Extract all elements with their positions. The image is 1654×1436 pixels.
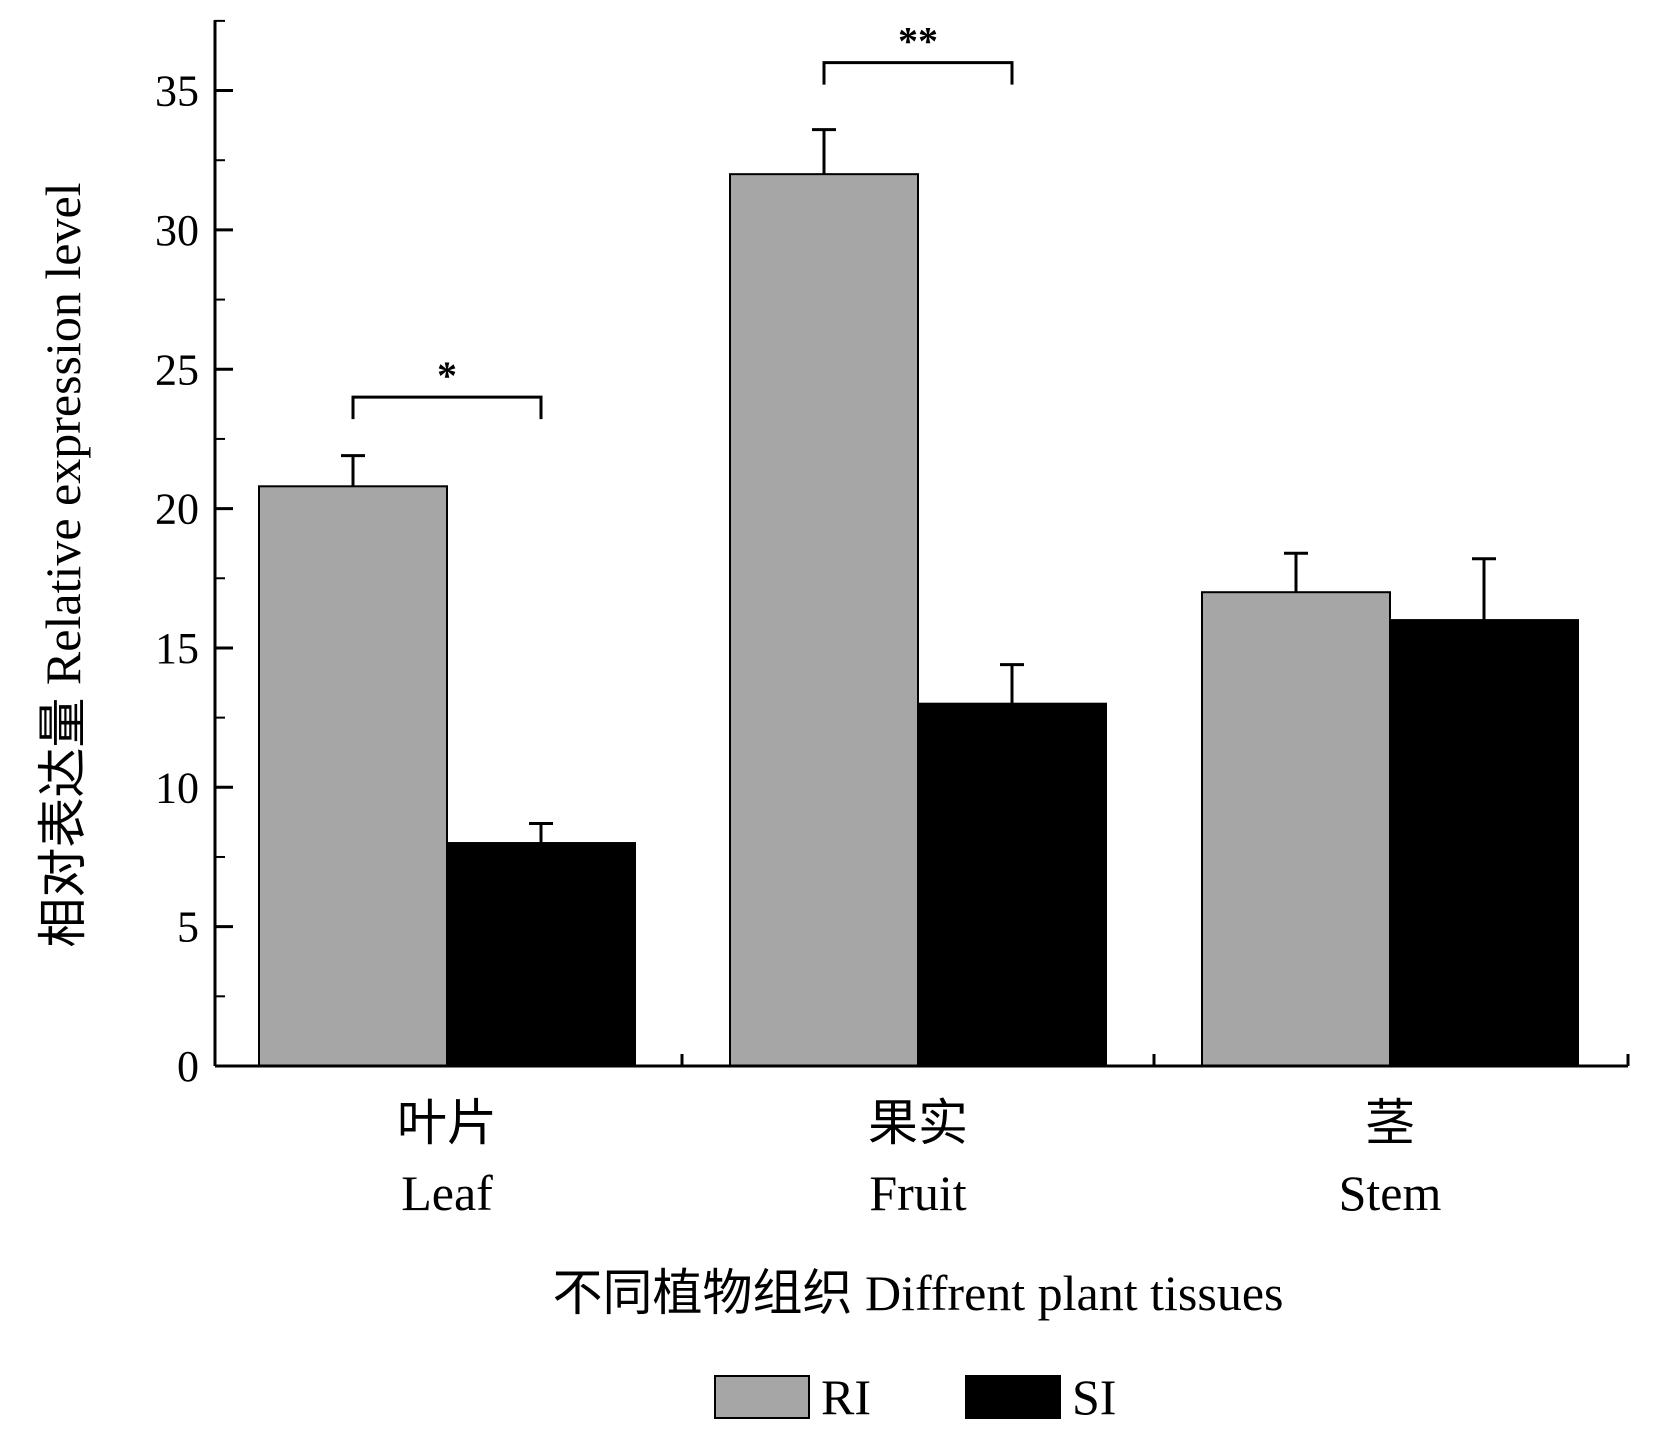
bar-si-leaf	[446, 842, 636, 1067]
y-tick-label: 10	[155, 763, 199, 812]
legend-label-ri: RI	[821, 1369, 871, 1425]
legend-swatch-ri	[714, 1375, 810, 1419]
significance-label-fruit: **	[898, 19, 938, 64]
bar-ri-stem	[1201, 591, 1391, 1068]
bar-ri-fruit	[729, 173, 919, 1068]
x-category-label: Fruit	[869, 1165, 966, 1221]
legend: RI SI	[714, 1369, 1116, 1425]
y-axis-title: 相对表达量 Relative expression level	[35, 182, 91, 947]
y-tick-label: 25	[155, 345, 199, 394]
y-tick-label: 35	[155, 67, 199, 116]
bar-si-fruit	[917, 702, 1107, 1067]
legend-label-si: SI	[1072, 1369, 1116, 1425]
legend-swatch-si	[965, 1375, 1061, 1419]
significance-bracket-fruit	[822, 61, 1014, 85]
x-category-label: Leaf	[401, 1165, 493, 1221]
y-tick-label: 30	[155, 206, 199, 255]
x-category-label: Stem	[1339, 1165, 1442, 1221]
bar-ri-leaf	[258, 485, 448, 1067]
x-axis-title: 不同植物组织 Diffrent plant tissues	[553, 1265, 1284, 1321]
significance-label-leaf: *	[437, 353, 457, 398]
significance-bracket-leaf	[351, 395, 543, 420]
y-tick-label: 0	[177, 1042, 199, 1091]
x-category-label-zh: 茎	[1365, 1095, 1415, 1151]
y-tick-label: 5	[177, 903, 199, 952]
x-category-label-zh: 叶片	[397, 1095, 497, 1151]
bar-si-stem	[1389, 619, 1579, 1068]
y-tick-label: 20	[155, 485, 199, 534]
x-category-label-zh: 果实	[868, 1095, 968, 1151]
y-tick-label: 15	[155, 624, 199, 673]
